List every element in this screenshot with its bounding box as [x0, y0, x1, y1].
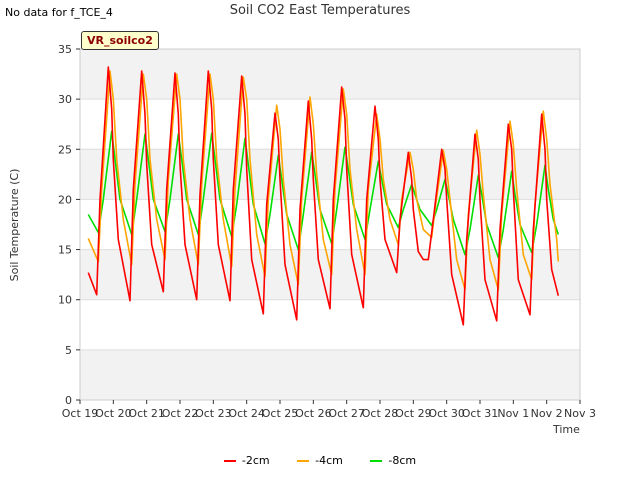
y-tick-label: 5 [65, 344, 72, 357]
legend-label-4cm: -4cm [315, 454, 343, 467]
x-tick-label: Oct 19 [62, 407, 99, 420]
plot-frame [79, 48, 581, 401]
series-line-2cm [87, 66, 560, 326]
y-tick-label: 25 [58, 143, 72, 156]
x-tick-label: Oct 24 [228, 407, 265, 420]
grid-lines [80, 48, 580, 401]
grid-bands [80, 49, 580, 400]
x-tick-label: Nov 3 [564, 407, 596, 420]
y-tick-label: 10 [58, 294, 72, 307]
no-data-notice: No data for f_TCE_4 [5, 6, 113, 19]
legend-label-2cm: -2cm [241, 454, 270, 467]
y-axis: 0 5 10 15 20 25 30 35 [58, 43, 80, 407]
legend-item-4cm[interactable]: -4cm [297, 454, 343, 467]
x-tick-label: Oct 20 [95, 407, 132, 420]
x-axis-label: Time [553, 423, 580, 436]
x-tick-label: Oct 27 [328, 407, 365, 420]
series-lines [87, 66, 560, 326]
legend-swatch-8cm [370, 460, 383, 462]
grid-band [80, 149, 580, 200]
legend-swatch-4cm [297, 460, 310, 462]
x-tick-label: Nov 2 [531, 407, 563, 420]
x-tick-label: Nov 1 [497, 407, 529, 420]
y-tick-label: 15 [58, 244, 72, 257]
x-tick-label: Oct 31 [462, 407, 499, 420]
legend: -2cm -4cm -8cm [0, 454, 640, 467]
legend-label-8cm: -8cm [388, 454, 417, 467]
x-tick-label: Oct 22 [162, 407, 199, 420]
series-line-4cm [87, 70, 560, 291]
grid-band [80, 49, 580, 100]
station-badge: VR_soilco2 [81, 31, 159, 50]
x-tick-label: Oct 30 [428, 407, 465, 420]
x-tick-label: Oct 25 [262, 407, 299, 420]
series-line-8cm [87, 130, 560, 259]
x-tick-label: Oct 21 [128, 407, 165, 420]
chart-title: Soil CO2 East Temperatures [229, 3, 411, 18]
y-tick-label: 20 [58, 193, 72, 206]
legend-swatch-2cm [223, 460, 236, 462]
grid-band [80, 349, 580, 400]
y-tick-label: 0 [65, 394, 72, 407]
x-tick-label: Oct 23 [195, 407, 232, 420]
y-tick-label: 30 [58, 93, 72, 106]
y-axis-label: Soil Temperature (C) [8, 168, 21, 282]
x-tick-label: Oct 29 [395, 407, 432, 420]
legend-item-2cm[interactable]: -2cm [223, 454, 270, 467]
y-tick-label: 35 [58, 43, 72, 56]
x-tick-label: Oct 26 [295, 407, 332, 420]
x-tick-label: Oct 28 [362, 407, 399, 420]
legend-item-8cm[interactable]: -8cm [370, 454, 416, 467]
